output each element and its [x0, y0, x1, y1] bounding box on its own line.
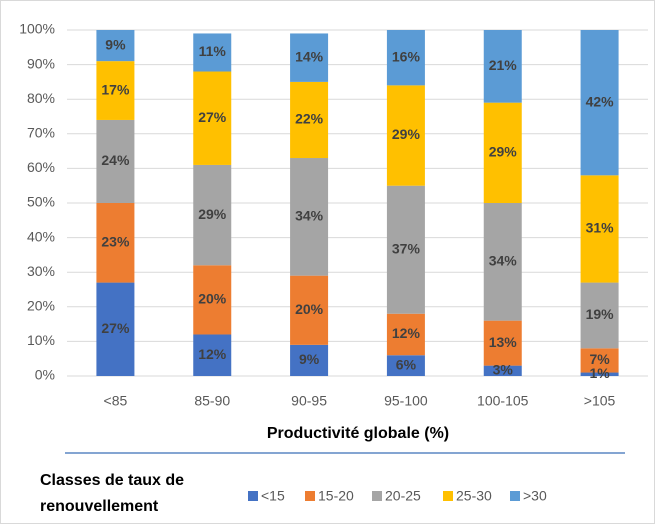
- bar-segment: [193, 71, 232, 165]
- data-label: 14%: [295, 48, 324, 64]
- bar-segment: [483, 102, 522, 203]
- data-label: 21%: [489, 57, 518, 73]
- bar-segment: [580, 372, 619, 376]
- legend-label: 15-20: [318, 488, 354, 504]
- data-label: 31%: [586, 220, 615, 236]
- data-label: 11%: [199, 43, 227, 59]
- bar-segment: [290, 275, 329, 345]
- y-tick-label: 90%: [27, 55, 55, 71]
- bar-segment: [580, 348, 619, 373]
- y-tick-label: 100%: [19, 21, 55, 37]
- bar-segment: [580, 175, 619, 283]
- legend-label: <15: [261, 488, 285, 504]
- x-tick-label: <85: [104, 393, 128, 409]
- bar-segment: [290, 158, 329, 276]
- data-label: 34%: [489, 253, 518, 269]
- data-label: 16%: [392, 48, 421, 64]
- data-label: 12%: [198, 346, 227, 362]
- bar-segment: [193, 334, 232, 376]
- data-label: 6%: [396, 356, 417, 372]
- y-tick-label: 10%: [27, 332, 55, 348]
- bar-segment: [96, 61, 135, 120]
- legend-swatch: [372, 491, 382, 501]
- y-tick-label: 60%: [27, 159, 55, 175]
- data-label: 29%: [489, 144, 518, 160]
- data-label: 20%: [198, 291, 227, 307]
- data-label: 37%: [392, 240, 421, 256]
- y-tick-label: 70%: [27, 125, 55, 141]
- bar-segment: [580, 30, 619, 176]
- data-label: 12%: [392, 325, 421, 341]
- bar-segment: [193, 164, 232, 266]
- bar-segment: [290, 81, 329, 159]
- legend-title: renouvellement: [40, 498, 159, 515]
- bar-segment: [193, 33, 232, 72]
- data-label: 29%: [392, 126, 421, 142]
- bar-segment: [483, 320, 522, 366]
- data-label: 1%: [589, 365, 610, 381]
- data-label: 34%: [295, 208, 324, 224]
- x-tick-label: >105: [584, 393, 616, 409]
- legend-label: 20-25: [385, 488, 421, 504]
- x-tick-label: 85-90: [194, 393, 230, 409]
- data-label: 17%: [101, 81, 130, 97]
- data-label: 20%: [295, 301, 324, 317]
- bar-segment: [483, 365, 522, 376]
- bar-segment: [96, 119, 135, 203]
- bar-segment: [96, 203, 135, 283]
- x-tick-label: 90-95: [291, 393, 327, 409]
- legend-label: >30: [523, 488, 547, 504]
- legend-swatch: [443, 491, 453, 501]
- x-axis-title: Productivité globale (%): [267, 425, 449, 442]
- data-label: 22%: [295, 111, 324, 127]
- bar-segment: [386, 313, 425, 356]
- y-tick-label: 80%: [27, 90, 55, 106]
- y-tick-label: 50%: [27, 194, 55, 210]
- bar-segment: [386, 185, 425, 314]
- legend-swatch: [510, 491, 520, 501]
- data-label: 9%: [105, 36, 126, 52]
- legend-title: Classes de taux de: [40, 472, 184, 489]
- data-label: 42%: [586, 93, 615, 109]
- bar-segment: [96, 30, 135, 62]
- data-label: 3%: [493, 362, 514, 378]
- bar-segment: [386, 355, 425, 376]
- bar-segment: [580, 282, 619, 349]
- bar-segment: [483, 203, 522, 321]
- bar-segment: [386, 85, 425, 186]
- data-label: 19%: [586, 306, 615, 322]
- y-tick-label: 30%: [27, 263, 55, 279]
- bar-segment: [290, 344, 329, 376]
- y-tick-label: 0%: [35, 367, 55, 383]
- data-label: 9%: [299, 351, 320, 367]
- bar-segment: [290, 33, 329, 82]
- data-label: 13%: [489, 334, 518, 350]
- legend-label: 25-30: [456, 488, 492, 504]
- data-label: 24%: [101, 152, 130, 168]
- bar-segment: [386, 30, 425, 86]
- y-tick-label: 40%: [27, 228, 55, 244]
- data-label: 27%: [198, 109, 227, 125]
- y-tick-label: 20%: [27, 298, 55, 314]
- data-label: 7%: [589, 351, 610, 367]
- x-tick-label: 95-100: [384, 393, 428, 409]
- data-label: 23%: [101, 233, 130, 249]
- data-label: 29%: [198, 206, 227, 222]
- legend-swatch: [305, 491, 315, 501]
- bar-segment: [96, 282, 135, 376]
- bar-segment: [193, 265, 232, 335]
- legend-swatch: [248, 491, 258, 501]
- data-label: 27%: [101, 320, 130, 336]
- x-tick-label: 100-105: [477, 393, 529, 409]
- bar-segment: [483, 30, 522, 103]
